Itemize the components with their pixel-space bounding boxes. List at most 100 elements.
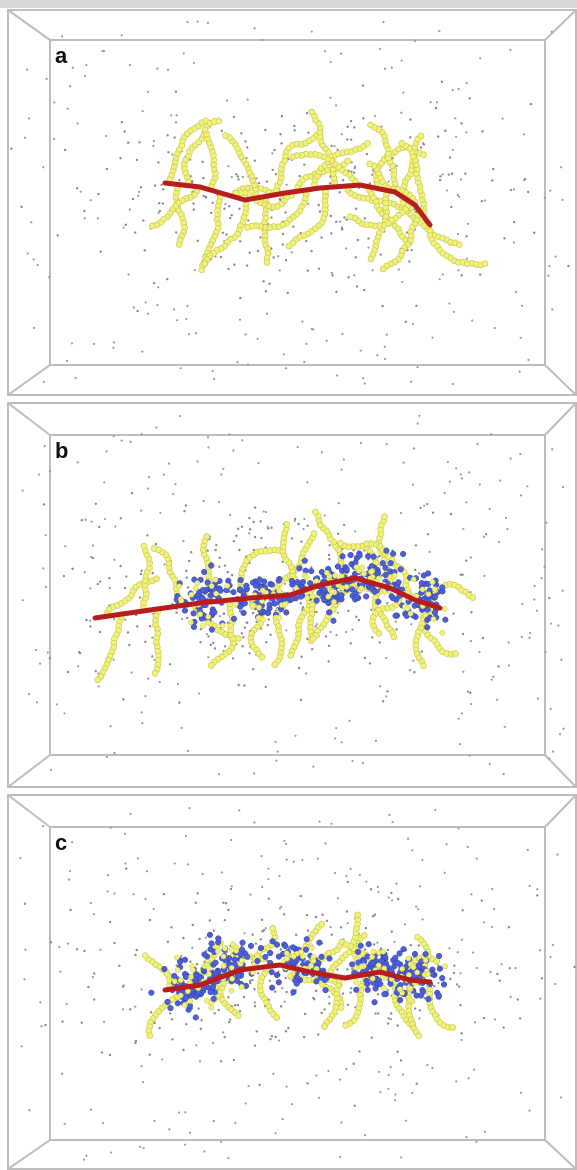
side-chain-bead bbox=[311, 954, 316, 959]
solvent-dot bbox=[84, 217, 86, 219]
solvent-dot bbox=[266, 180, 268, 182]
solvent-dot bbox=[151, 655, 153, 657]
solvent-dot bbox=[479, 57, 481, 59]
cluster-bead bbox=[340, 554, 346, 560]
solvent-dot bbox=[149, 919, 151, 921]
cluster-bead bbox=[282, 943, 288, 949]
solvent-dot bbox=[257, 338, 259, 340]
cluster-bead bbox=[418, 993, 424, 999]
cluster-bead bbox=[339, 592, 345, 598]
solvent-dot bbox=[433, 985, 435, 987]
solvent-dot bbox=[127, 141, 129, 143]
side-chain-bead bbox=[256, 605, 261, 610]
solvent-dot bbox=[119, 157, 121, 159]
solvent-dot bbox=[137, 195, 139, 197]
solvent-dot bbox=[533, 232, 535, 234]
solvent-dot bbox=[158, 1027, 160, 1029]
solvent-dot bbox=[200, 628, 202, 630]
side-chain-bead bbox=[177, 584, 182, 589]
solvent-dot bbox=[461, 909, 463, 911]
side-chain-bead bbox=[370, 976, 375, 981]
cluster-bead bbox=[208, 563, 214, 569]
solvent-dot bbox=[93, 913, 95, 915]
solvent-dot bbox=[524, 178, 526, 180]
solvent-dot bbox=[252, 668, 254, 670]
solvent-dot bbox=[410, 623, 412, 625]
side-chain-bead bbox=[426, 592, 431, 597]
solvent-dot bbox=[194, 269, 196, 271]
solvent-dot bbox=[100, 250, 102, 252]
solvent-dot bbox=[129, 64, 131, 66]
solvent-dot bbox=[346, 910, 348, 912]
solvent-dot bbox=[498, 541, 500, 543]
solvent-dot bbox=[362, 377, 364, 379]
cluster-bead bbox=[208, 946, 214, 952]
solvent-dot bbox=[413, 671, 415, 673]
solvent-dot bbox=[346, 881, 348, 883]
solvent-dot bbox=[318, 204, 320, 206]
solvent-dot bbox=[33, 258, 35, 260]
solvent-dot bbox=[437, 135, 439, 137]
side-chain-bead bbox=[381, 949, 386, 954]
side-chain-bead bbox=[174, 955, 179, 960]
solvent-dot bbox=[28, 117, 30, 119]
solvent-dot bbox=[372, 915, 374, 917]
solvent-dot bbox=[554, 983, 556, 985]
side-chain-bead bbox=[407, 997, 412, 1002]
solvent-dot bbox=[506, 528, 508, 530]
solvent-dot bbox=[123, 130, 125, 132]
solvent-dot bbox=[298, 667, 300, 669]
solvent-dot bbox=[391, 899, 393, 901]
side-chain-bead bbox=[195, 581, 200, 586]
solvent-dot bbox=[24, 949, 26, 951]
solvent-dot bbox=[218, 1009, 220, 1011]
solvent-dot bbox=[243, 932, 245, 934]
solvent-dot bbox=[195, 902, 197, 904]
side-chain-bead bbox=[164, 972, 169, 977]
top-bar bbox=[0, 0, 577, 8]
solvent-dot bbox=[237, 528, 239, 530]
solvent-dot bbox=[489, 971, 491, 973]
solvent-dot bbox=[329, 544, 331, 546]
solvent-dot bbox=[350, 138, 352, 140]
solvent-dot bbox=[188, 560, 190, 562]
solvent-dot bbox=[450, 513, 452, 515]
side-chain-bead bbox=[344, 584, 349, 589]
solvent-dot bbox=[71, 841, 73, 843]
solvent-dot bbox=[67, 108, 69, 110]
solvent-dot bbox=[312, 997, 314, 999]
solvent-dot bbox=[269, 1038, 271, 1040]
cluster-bead bbox=[289, 578, 295, 584]
solvent-dot bbox=[331, 274, 333, 276]
solvent-dot bbox=[415, 305, 417, 307]
solvent-dot bbox=[195, 1044, 197, 1046]
solvent-dot bbox=[64, 149, 66, 151]
solvent-dot bbox=[261, 886, 263, 888]
side-chain-bead bbox=[415, 970, 420, 975]
solvent-dot bbox=[170, 114, 172, 116]
solvent-dot bbox=[212, 370, 214, 372]
solvent-dot bbox=[227, 909, 229, 911]
solvent-dot bbox=[285, 991, 287, 993]
solvent-dot bbox=[347, 276, 349, 278]
solvent-dot bbox=[416, 366, 418, 368]
cluster-bead bbox=[244, 954, 250, 960]
solvent-dot bbox=[466, 258, 468, 260]
solvent-dot bbox=[36, 701, 38, 703]
solvent-dot bbox=[147, 91, 149, 93]
solvent-dot bbox=[300, 699, 302, 701]
solvent-dot bbox=[237, 1004, 239, 1006]
solvent-dot bbox=[459, 743, 461, 745]
solvent-dot bbox=[185, 318, 187, 320]
solvent-dot bbox=[497, 665, 499, 667]
solvent-dot bbox=[395, 883, 397, 885]
side-chain-bead bbox=[361, 933, 367, 939]
solvent-dot bbox=[330, 145, 332, 147]
solvent-dot bbox=[461, 477, 463, 479]
solvent-dot bbox=[89, 625, 91, 627]
solvent-dot bbox=[262, 510, 264, 512]
solvent-dot bbox=[284, 1001, 286, 1003]
solvent-dot bbox=[125, 224, 127, 226]
cluster-bead bbox=[208, 989, 214, 995]
solvent-dot bbox=[157, 161, 159, 163]
